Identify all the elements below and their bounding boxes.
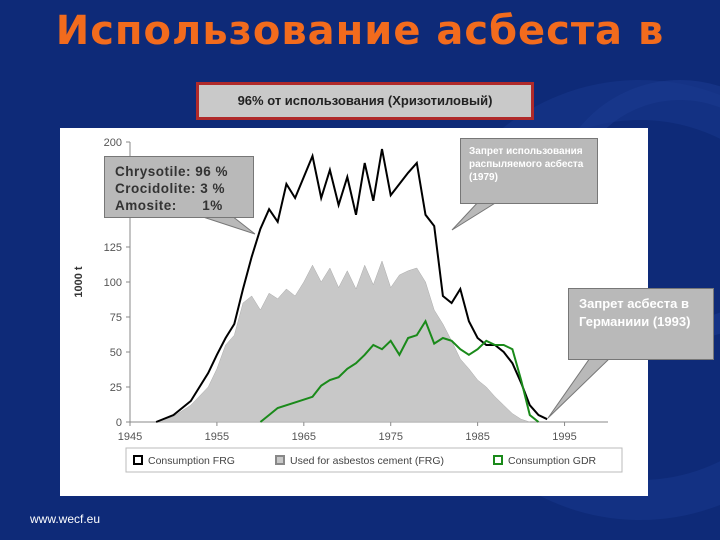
x-tick-label-4: 1985 bbox=[465, 431, 489, 443]
fibre-line-chrysotile: Chrysotile: 96 % bbox=[115, 164, 229, 179]
germany-ban-callout: Запрет асбеста в Германиии (1993) bbox=[568, 288, 714, 360]
footer-url[interactable]: www.wecf.eu bbox=[30, 512, 101, 526]
series-line-consumption-gdr bbox=[259, 318, 540, 423]
legend-label-1: Used for asbestos cement (FRG) bbox=[290, 455, 444, 467]
subtitle-banner: 96% от использования (Хризотиловый) bbox=[196, 82, 534, 120]
legend-swatch-1 bbox=[275, 455, 285, 465]
legend-box bbox=[125, 447, 623, 473]
legend-swatch-0 bbox=[133, 455, 143, 465]
page-title: Использование асбеста в bbox=[55, 8, 665, 54]
fibre-types-callout: Chrysotile: 96 % Crocidolite: 3 % Amosit… bbox=[104, 156, 254, 218]
series-area-asbestos-cement bbox=[156, 260, 530, 423]
series-line-consumption-frg bbox=[155, 148, 548, 423]
y-tick-label-3: 75 bbox=[110, 312, 122, 324]
fibre-line-amosite: Amosite: 1% bbox=[115, 198, 223, 213]
legend-swatch-2 bbox=[493, 455, 503, 465]
legend-label-2: Consumption GDR bbox=[508, 455, 597, 467]
x-tick-label-5: 1995 bbox=[552, 431, 576, 443]
x-tick-label-2: 1965 bbox=[292, 431, 316, 443]
x-tick-label-0: 1945 bbox=[118, 431, 142, 443]
legend-label-0: Consumption FRG bbox=[148, 455, 235, 467]
fibre-line-crocidolite: Crocidolite: 3 % bbox=[115, 181, 226, 196]
y-tick-label-0: 0 bbox=[116, 417, 122, 429]
y-tick-label-4: 100 bbox=[104, 277, 122, 289]
y-tick-label-5: 125 bbox=[104, 242, 122, 254]
y-tick-label-2: 50 bbox=[110, 347, 122, 359]
y-tick-label-1: 25 bbox=[110, 382, 122, 394]
x-tick-label-3: 1975 bbox=[378, 431, 402, 443]
y-axis-label: 1000 t bbox=[73, 266, 85, 298]
y-tick-label-8: 200 bbox=[104, 137, 122, 149]
x-tick-label-1: 1955 bbox=[205, 431, 229, 443]
spray-ban-callout: Запрет использования распыляемого асбест… bbox=[460, 138, 598, 204]
